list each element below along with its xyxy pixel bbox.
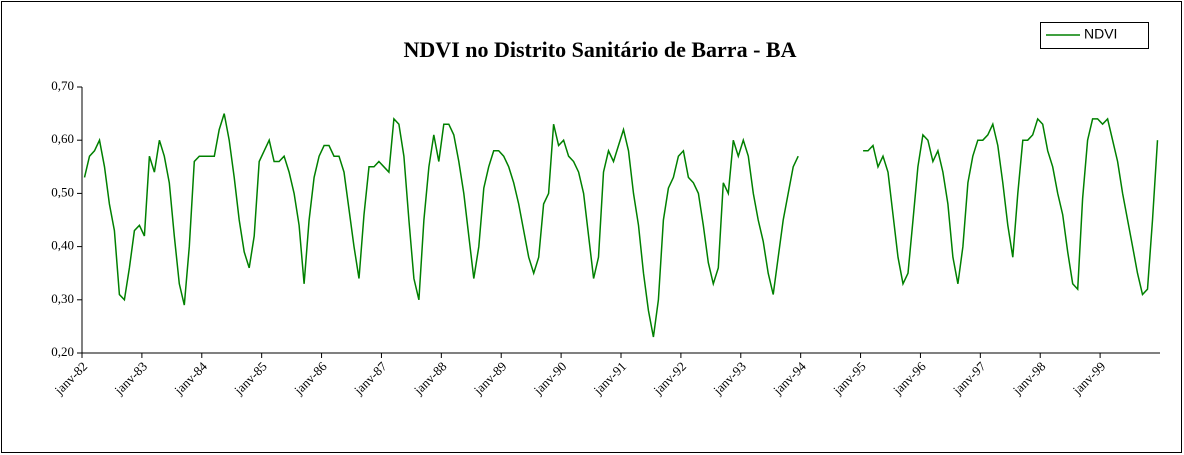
y-tick-label: 0,30 <box>51 291 74 306</box>
chart-title: NDVI no Distrito Sanitário de Barra - BA <box>404 37 797 62</box>
y-tick-label: 0,70 <box>51 78 74 93</box>
legend-label: NDVI <box>1084 26 1117 42</box>
data-line <box>83 113 1159 338</box>
y-tick-label: 0,20 <box>51 344 74 359</box>
y-tick-label: 0,40 <box>51 238 74 253</box>
y-tick-label: 0,50 <box>51 184 74 199</box>
y-tick-label: 0,60 <box>51 131 74 146</box>
